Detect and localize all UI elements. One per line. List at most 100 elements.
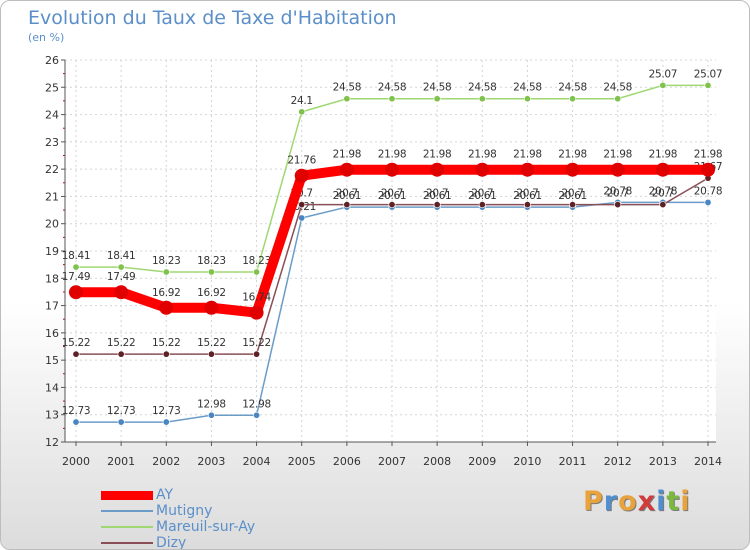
data-label-mutigny: 12.98 <box>197 398 226 410</box>
x-tick-label: 2009 <box>468 455 496 468</box>
logo-letter: t <box>666 486 681 517</box>
x-tick-label: 2012 <box>604 455 632 468</box>
data-label-ay: 21.98 <box>423 149 452 161</box>
legend-swatch-mareuil <box>101 526 153 528</box>
data-label-mutigny: 20.61 <box>558 190 587 202</box>
x-tick-label: 2000 <box>62 455 90 468</box>
x-tick-label: 2014 <box>694 455 722 468</box>
data-label-mareuil-sur-ay: 24.1 <box>291 95 313 107</box>
data-point-ay <box>610 162 625 177</box>
data-label-mareuil-sur-ay: 24.58 <box>558 82 587 94</box>
data-label-dizy: 15.22 <box>62 337 91 349</box>
x-tick-label: 2011 <box>559 455 587 468</box>
legend-label-mutigny: Mutigny <box>156 503 213 519</box>
data-point-mareuil-sur-ay <box>523 95 531 103</box>
legend-label-mareuil: Mareuil-sur-Ay <box>156 519 256 535</box>
y-tick-label: 18 <box>45 272 59 285</box>
y-tick-label: 25 <box>45 81 59 94</box>
data-point-mareuil-sur-ay <box>207 268 215 276</box>
y-tick-label: 12 <box>45 436 59 449</box>
logo-letter: r <box>603 486 619 517</box>
y-tick-label: 13 <box>45 409 59 422</box>
data-point-mutigny <box>253 411 261 419</box>
legend-label-dizy: Dizy <box>156 535 187 550</box>
data-point-ay <box>249 305 264 320</box>
y-tick-label: 19 <box>45 245 59 258</box>
legend-swatch-mutigny <box>101 510 153 512</box>
data-point-dizy <box>569 201 577 209</box>
data-label-mareuil-sur-ay: 18.23 <box>197 255 226 267</box>
data-point-mareuil-sur-ay <box>162 268 170 276</box>
data-label-ay: 21.98 <box>513 149 542 161</box>
legend-swatch-dizy <box>101 542 153 544</box>
x-tick-label: 2008 <box>423 455 451 468</box>
legend-item-mareuil: Mareuil-sur-Ay <box>101 519 361 535</box>
data-label-dizy: 20.7 <box>471 188 493 200</box>
data-point-mareuil-sur-ay <box>72 263 80 271</box>
data-label-mutigny: 12.73 <box>62 405 91 417</box>
chart-legend: AY Mutigny Mareuil-sur-Ay Dizy <box>101 487 361 550</box>
y-tick-label: 26 <box>45 54 59 67</box>
data-point-mareuil-sur-ay <box>659 81 667 89</box>
data-label-mutigny: 12.73 <box>152 405 181 417</box>
data-label-ay: 21.98 <box>694 149 723 161</box>
data-label-mareuil-sur-ay: 18.23 <box>152 255 181 267</box>
data-label-dizy: 20.7 <box>516 188 538 200</box>
data-label-dizy: 15.22 <box>242 337 271 349</box>
data-point-ay <box>655 162 670 177</box>
data-label-mareuil-sur-ay: 25.07 <box>649 68 678 80</box>
y-tick-label: 21 <box>45 190 59 203</box>
data-point-mutigny <box>298 214 306 222</box>
data-label-mareuil-sur-ay: 25.07 <box>694 68 723 80</box>
x-tick-label: 2003 <box>197 455 225 468</box>
y-tick-label: 24 <box>45 109 59 122</box>
data-point-mutigny <box>162 418 170 426</box>
data-point-ay <box>565 162 580 177</box>
data-point-ay <box>159 300 174 315</box>
x-tick-label: 2005 <box>288 455 316 468</box>
data-point-dizy <box>433 201 441 209</box>
data-label-dizy: 15.22 <box>152 337 181 349</box>
data-point-dizy <box>117 350 125 358</box>
data-label-mutigny: 20.61 <box>423 190 452 202</box>
data-label-ay: 16.92 <box>152 287 181 299</box>
y-tick-label: 15 <box>45 354 59 367</box>
data-point-mareuil-sur-ay <box>253 268 261 276</box>
data-point-dizy <box>614 201 622 209</box>
data-label-dizy: 20.7 <box>561 188 583 200</box>
data-label-mutigny: 20.78 <box>603 185 632 197</box>
data-point-ay <box>385 162 399 177</box>
y-tick-label: 20 <box>45 218 59 231</box>
logo-letter: i <box>680 486 691 517</box>
data-label-mareuil-sur-ay: 24.58 <box>468 82 497 94</box>
legend-item-ay: AY <box>101 487 361 503</box>
data-point-dizy <box>659 201 667 209</box>
data-point-ay <box>430 162 445 177</box>
data-label-dizy: 20.7 <box>336 188 358 200</box>
data-label-dizy: 20.7 <box>381 188 403 200</box>
y-tick-label: 16 <box>45 327 59 340</box>
data-label-mareuil-sur-ay: 24.58 <box>378 82 407 94</box>
proxiti-logo: Proxiti <box>583 486 691 517</box>
data-point-mutigny <box>207 411 215 419</box>
x-tick-label: 2002 <box>152 455 180 468</box>
data-label-mareuil-sur-ay: 24.58 <box>513 82 542 94</box>
data-point-mareuil-sur-ay <box>433 95 441 103</box>
data-point-mareuil-sur-ay <box>614 95 622 103</box>
data-point-ay <box>204 300 219 315</box>
data-point-ay <box>69 285 83 300</box>
data-point-dizy <box>298 201 306 209</box>
x-tick-label: 2010 <box>513 455 541 468</box>
data-point-dizy <box>253 350 261 358</box>
data-label-mareuil-sur-ay: 18.41 <box>62 250 91 262</box>
data-point-ay <box>701 162 715 177</box>
data-point-ay <box>114 285 129 300</box>
data-label-mareuil-sur-ay: 18.23 <box>242 255 271 267</box>
y-tick-label: 14 <box>45 381 59 394</box>
data-label-ay: 21.98 <box>378 149 407 161</box>
data-label-ay: 21.98 <box>603 149 632 161</box>
data-label-ay: 16.92 <box>197 287 226 299</box>
data-label-mutigny: 20.61 <box>513 190 542 202</box>
legend-item-mutigny: Mutigny <box>101 503 361 519</box>
